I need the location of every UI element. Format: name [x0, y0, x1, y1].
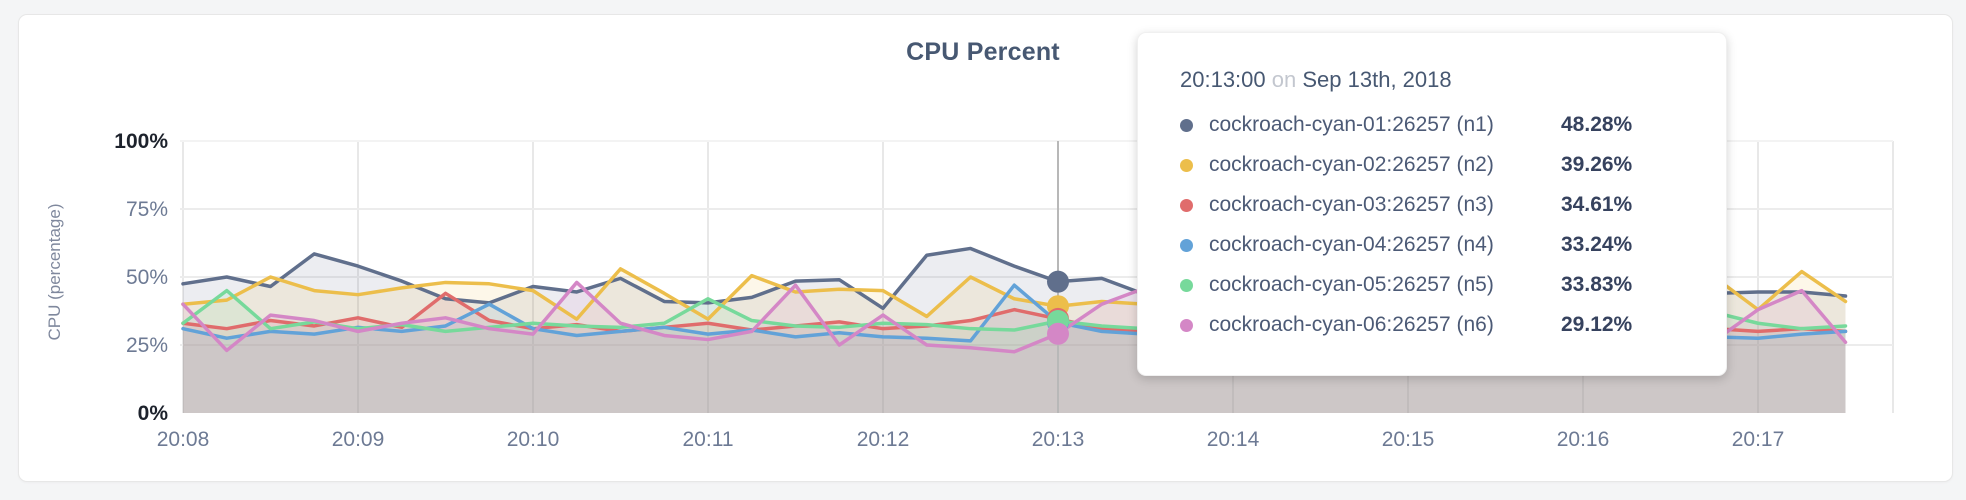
chart-title: CPU Percent [906, 38, 1060, 66]
tooltip-time: 20:13:00 [1180, 67, 1266, 92]
x-tick-label: 20:16 [1557, 428, 1610, 451]
series-color-dot-icon [1180, 278, 1193, 292]
series-name: cockroach-cyan-02:26257 (n2) [1209, 153, 1494, 176]
x-tick-label: 20:11 [683, 428, 734, 451]
y-tick-label: 100% [114, 130, 168, 153]
x-tick-label: 20:12 [857, 428, 910, 451]
x-tick-label: 20:13 [1032, 428, 1085, 451]
tooltip-connector: on [1271, 67, 1297, 92]
series-name: cockroach-cyan-05:26257 (n5) [1209, 273, 1494, 296]
series-color-dot-icon [1180, 118, 1193, 132]
y-tick-label: 0% [138, 402, 169, 425]
series-area-6 [183, 282, 1846, 413]
series-area-4 [183, 285, 1846, 413]
y-axis-label: CPU (percentage) [45, 203, 64, 341]
series-name: cockroach-cyan-06:26257 (n6) [1209, 313, 1494, 336]
tooltip-row: cockroach-cyan-05:26257 (n5) 33.83% [1180, 265, 1684, 305]
tooltip-row: cockroach-cyan-04:26257 (n4) 33.24% [1180, 225, 1684, 265]
x-tick-label: 20:14 [1207, 428, 1260, 451]
hover-tooltip: 20:13:00 on Sep 13th, 2018 cockroach-cya… [1137, 32, 1727, 376]
series-value: 33.24% [1561, 233, 1633, 256]
series-value: 34.61% [1561, 193, 1633, 216]
tooltip-date: Sep 13th, 2018 [1302, 67, 1452, 92]
y-tick-label: 25% [126, 334, 168, 357]
x-tick-label: 20:17 [1732, 428, 1785, 451]
tooltip-row: cockroach-cyan-06:26257 (n6) 29.12% [1180, 305, 1684, 345]
series-color-dot-icon [1180, 198, 1193, 212]
series-value: 39.26% [1561, 153, 1633, 176]
x-tick-label: 20:08 [157, 428, 210, 451]
hover-dot-6 [1047, 322, 1069, 345]
y-tick-label: 50% [126, 266, 168, 289]
tooltip-row: cockroach-cyan-02:26257 (n2) 39.26% [1180, 145, 1684, 185]
tooltip-header: 20:13:00 on Sep 13th, 2018 [1180, 67, 1684, 93]
series-value: 29.12% [1561, 313, 1633, 336]
series-name: cockroach-cyan-03:26257 (n3) [1209, 193, 1494, 216]
hover-dot-1 [1047, 270, 1069, 293]
series-color-dot-icon [1180, 158, 1193, 172]
x-tick-label: 20:15 [1382, 428, 1435, 451]
series-name: cockroach-cyan-04:26257 (n4) [1209, 233, 1494, 256]
tooltip-row: cockroach-cyan-03:26257 (n3) 34.61% [1180, 185, 1684, 225]
series-value: 48.28% [1561, 113, 1633, 136]
series-name: cockroach-cyan-01:26257 (n1) [1209, 113, 1494, 136]
x-tick-label: 20:10 [507, 428, 560, 451]
y-tick-label: 75% [126, 198, 168, 221]
tooltip-row: cockroach-cyan-01:26257 (n1) 48.28% [1180, 105, 1684, 145]
tooltip-rows: cockroach-cyan-01:26257 (n1) 48.28% cockro… [1180, 105, 1684, 345]
x-tick-label: 20:09 [332, 428, 385, 451]
series-color-dot-icon [1180, 238, 1193, 252]
series-color-dot-icon [1180, 318, 1193, 332]
series-value: 33.83% [1561, 273, 1633, 296]
